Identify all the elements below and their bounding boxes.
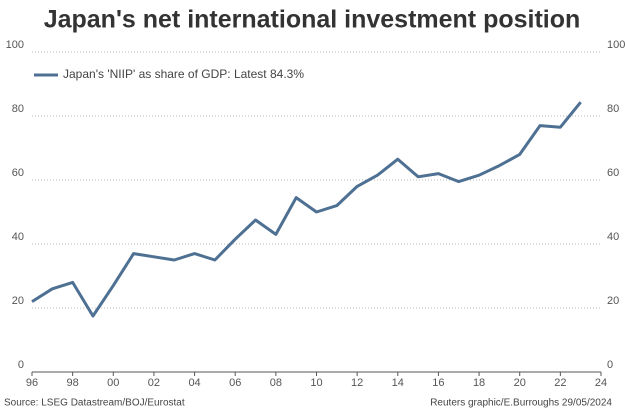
y-tick-label: 60: [12, 167, 24, 179]
y2-tick-label: 80: [607, 103, 619, 115]
y2-tick-label: 0: [607, 359, 613, 371]
y2-tick-label: 60: [607, 167, 619, 179]
x-tick-label: 12: [351, 377, 363, 389]
x-tick-label: 24: [595, 377, 607, 389]
line: [31, 101, 582, 318]
x-tick-label: 96: [26, 377, 38, 389]
x-tick-label: 06: [229, 377, 241, 389]
y2-tick-label: 100: [607, 39, 625, 51]
x-tick-label: 00: [107, 377, 119, 389]
y-tick-label: 0: [18, 359, 24, 371]
y2-tick-label: 20: [607, 295, 619, 307]
x-tick-label: 20: [514, 377, 526, 389]
x-tick-label: 02: [148, 377, 160, 389]
x-tick-label: 98: [67, 377, 79, 389]
y-tick-label: 100: [6, 39, 24, 51]
source: Source: LSEG Datastream/BOJ/Eurostat: [4, 398, 185, 409]
y-tick-label: 20: [12, 295, 24, 307]
x-tick-label: 14: [392, 377, 404, 389]
x-tick-label: 18: [473, 377, 485, 389]
y-tick-label: 40: [12, 231, 24, 243]
y2-tick-label: 40: [607, 231, 619, 243]
x-tick-label: 22: [554, 377, 566, 389]
x-tick-label: 08: [270, 377, 282, 389]
x-tick-label: 16: [432, 377, 444, 389]
chart-title: Japan's net international investment pos…: [44, 6, 581, 34]
x-tick-label: 10: [310, 377, 322, 389]
x-tick-label: 04: [188, 377, 200, 389]
credit: Reuters graphic/E.Burroughs 29/05/2024: [430, 398, 612, 409]
y-tick-label: 80: [12, 103, 24, 115]
legend-label: Japan's 'NIIP' as share of GDP: Latest 8…: [63, 67, 304, 81]
